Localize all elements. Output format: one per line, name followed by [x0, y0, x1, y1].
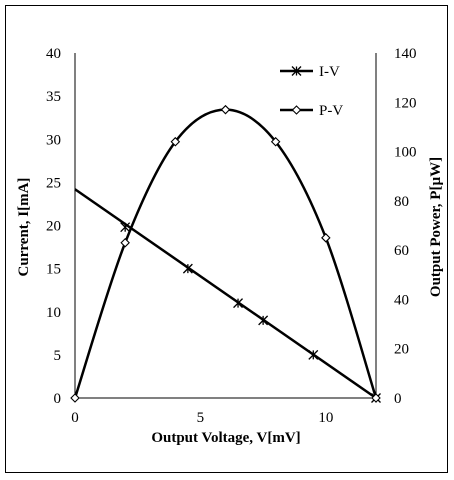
- x-tick-label: 10: [318, 410, 333, 426]
- x-tick-label: 0: [71, 410, 79, 426]
- pv-point-marker: [220, 104, 231, 115]
- y-left-tick-label: 0: [54, 391, 62, 407]
- y-left-tick-label: 35: [46, 89, 61, 105]
- iv-point-marker: [182, 263, 193, 274]
- pv-point-marker: [270, 136, 281, 147]
- y-axis-right-title: Output Power, P[µW]: [428, 157, 444, 297]
- y-left-tick-label: 25: [46, 175, 61, 191]
- y-left-tick-label: 40: [46, 46, 61, 62]
- y-right-tick-label: 0: [394, 391, 402, 407]
- y-left-tick-label: 30: [46, 132, 61, 148]
- pv-point-marker: [371, 393, 381, 403]
- iv-point-marker: [120, 222, 131, 233]
- pv-series-line: [73, 108, 378, 399]
- y-right-tick-label: 60: [394, 243, 409, 259]
- pv-point-marker: [321, 233, 331, 243]
- x-axis-title: Output Voltage, V[mV]: [151, 430, 300, 446]
- y-right-tick-label: 140: [394, 46, 417, 62]
- y-left-tick-label: 5: [54, 348, 62, 364]
- axes: [74, 53, 377, 399]
- series: [70, 104, 381, 403]
- y-axis-left-title: Current, I[mA]: [16, 178, 32, 277]
- y-left-tick-label: 20: [46, 219, 61, 235]
- legend-pv-marker: [291, 105, 302, 115]
- legend-iv-marker: [291, 66, 302, 76]
- iv-point-marker: [233, 298, 244, 309]
- y-left-tick-label: 15: [46, 262, 61, 278]
- legend-pv-label: P-V: [319, 103, 343, 119]
- y-right-tick-label: 20: [394, 342, 409, 358]
- iv-point-marker: [308, 349, 319, 360]
- pv-point-marker: [120, 237, 130, 248]
- y-right-tick-label: 80: [394, 194, 409, 210]
- iv-series-line: [74, 188, 377, 400]
- y-right-tick-label: 40: [394, 292, 409, 308]
- legend: I-V P-V: [280, 64, 343, 119]
- y-right-tick-label: 120: [394, 95, 417, 111]
- y-right-tick-label: 100: [394, 145, 417, 161]
- x-tick-label: 5: [197, 410, 205, 426]
- iv-point-marker: [258, 315, 269, 326]
- y-left-tick-label: 10: [46, 305, 61, 321]
- legend-iv-label: I-V: [319, 64, 340, 80]
- pv-point-marker: [170, 136, 181, 147]
- pv-point-marker: [70, 393, 80, 403]
